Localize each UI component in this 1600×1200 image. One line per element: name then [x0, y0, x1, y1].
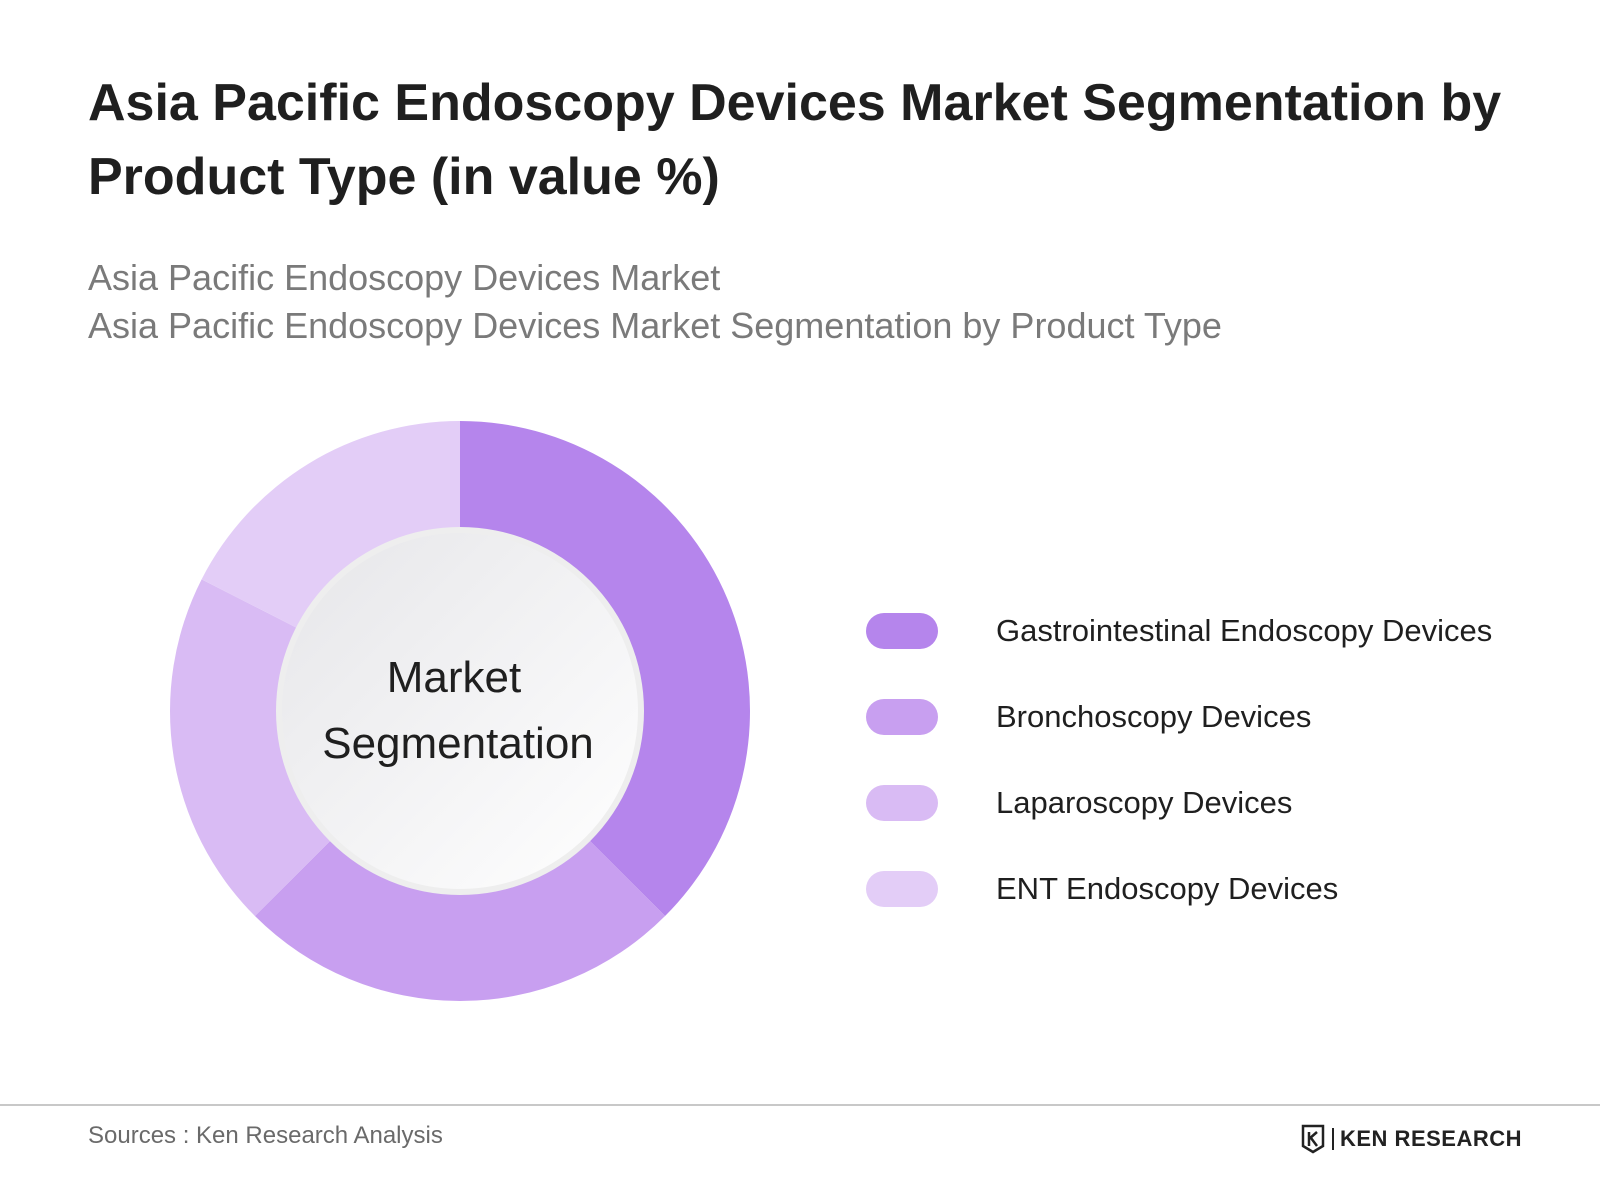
legend-swatch [866, 871, 938, 907]
legend-item-laparoscopy: Laparoscopy Devices [866, 760, 1566, 846]
subtitle-line-2: Asia Pacific Endoscopy Devices Market Se… [88, 305, 1222, 346]
legend-label: Gastrointestinal Endoscopy Devices [996, 613, 1493, 648]
footer-divider [0, 1104, 1600, 1106]
center-label-line-1: Market [387, 653, 521, 702]
donut-chart: Market Segmentation [170, 421, 750, 1001]
chart-subtitle: Asia Pacific Endoscopy Devices Market As… [88, 254, 1528, 350]
legend-swatch [866, 699, 938, 735]
legend-label: Bronchoscopy Devices [996, 699, 1312, 734]
legend-item-bronchoscopy: Bronchoscopy Devices [866, 674, 1566, 760]
center-label-line-2: Segmentation [322, 719, 594, 768]
chart-legend: Gastrointestinal Endoscopy Devices Bronc… [866, 588, 1566, 932]
legend-item-gastrointestinal: Gastrointestinal Endoscopy Devices [866, 588, 1566, 674]
donut-center [282, 533, 638, 889]
legend-label: Laparoscopy Devices [996, 785, 1293, 820]
subtitle-line-1: Asia Pacific Endoscopy Devices Market [88, 257, 721, 298]
ken-research-logo-icon [1301, 1124, 1325, 1154]
ken-research-logo: KEN RESEARCH [1300, 1124, 1522, 1154]
source-note: Sources : Ken Research Analysis [88, 1122, 443, 1149]
legend-swatch [866, 785, 938, 821]
legend-item-ent: ENT Endoscopy Devices [866, 846, 1566, 932]
legend-label: ENT Endoscopy Devices [996, 871, 1339, 906]
logo-text: KEN RESEARCH [1332, 1128, 1522, 1150]
legend-swatch [866, 613, 938, 649]
chart-title: Asia Pacific Endoscopy Devices Market Se… [88, 74, 1502, 206]
donut-slice-ent-endoscopy-devices [201, 421, 461, 643]
